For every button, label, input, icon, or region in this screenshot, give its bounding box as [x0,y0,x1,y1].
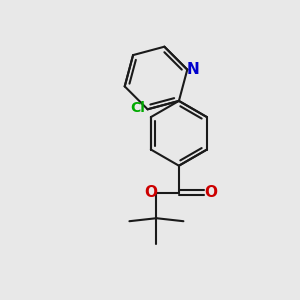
Text: Cl: Cl [130,101,146,115]
Text: N: N [186,62,199,77]
Text: O: O [144,185,157,200]
Text: O: O [204,185,217,200]
